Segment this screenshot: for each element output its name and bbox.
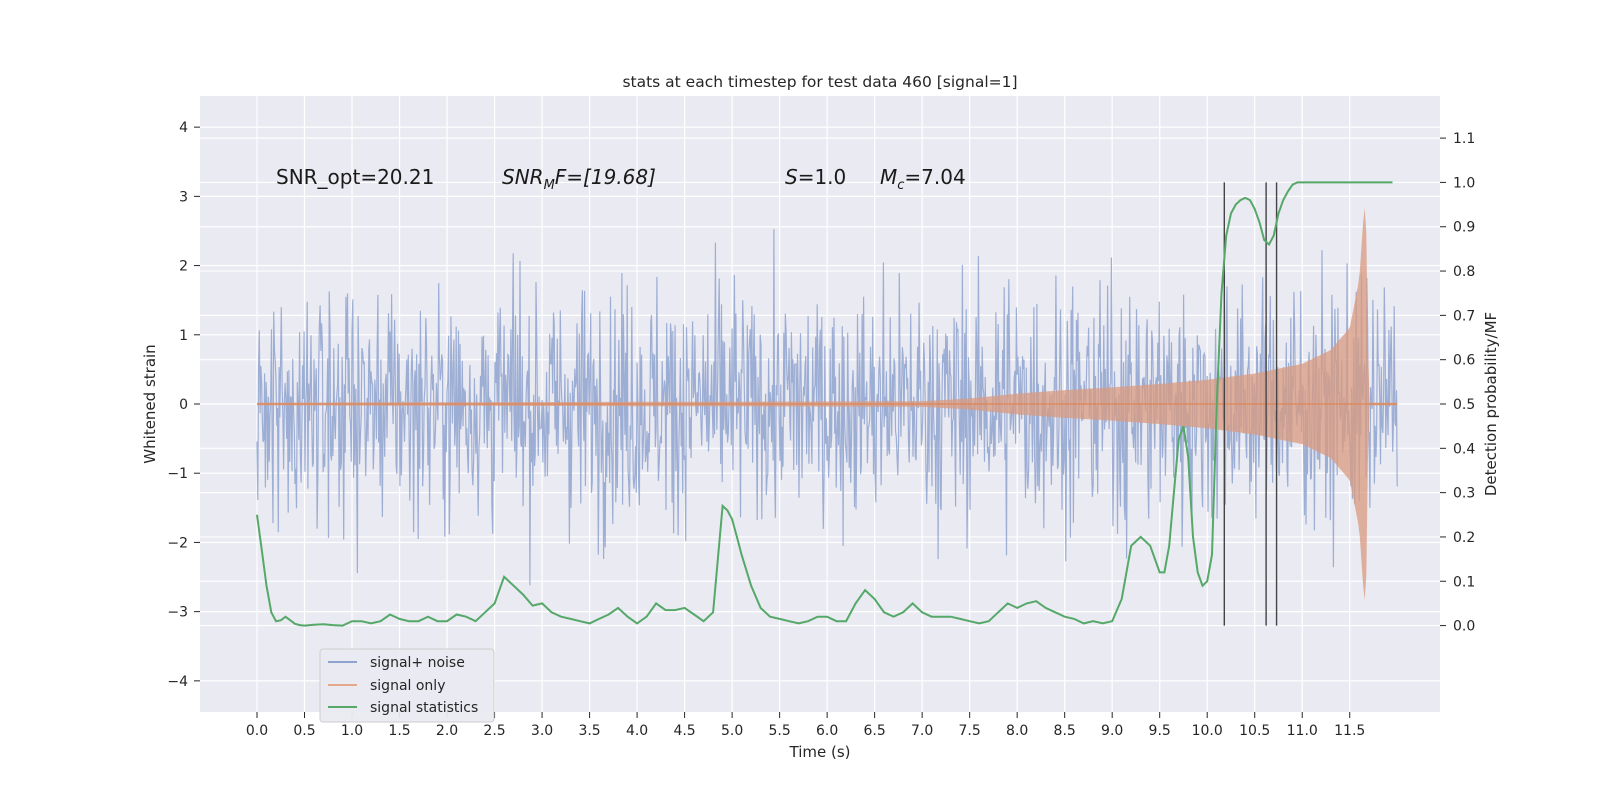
x-tick-label: 3.5	[578, 723, 600, 739]
legend-label-signal: signal only	[370, 678, 445, 694]
legend-label-noise: signal+ noise	[370, 655, 465, 671]
x-tick-label: 3.0	[531, 723, 553, 739]
y2-tick-label: 0.6	[1453, 353, 1475, 369]
x-tick-label: 11.5	[1334, 723, 1365, 739]
y-axis-label: Whitened strain	[141, 344, 159, 463]
x-tick-label: 0.0	[246, 723, 268, 739]
y2-tick-label: 0.1	[1453, 574, 1475, 590]
x-tick-label: 2.5	[483, 723, 505, 739]
y-tick-label: −3	[167, 605, 188, 621]
x-tick-label: 9.5	[1149, 723, 1171, 739]
y-tick-label: 0	[179, 397, 188, 413]
chart-title: stats at each timestep for test data 460…	[622, 73, 1017, 91]
y2-tick-label: 1.1	[1453, 131, 1475, 147]
y2-tick-label: 1.0	[1453, 175, 1475, 191]
y2-tick-label: 0.4	[1453, 441, 1475, 457]
annotation-snr-opt: SNR_opt=20.21	[276, 165, 434, 189]
x-tick-label: 10.5	[1239, 723, 1270, 739]
x-tick-label: 11.0	[1287, 723, 1318, 739]
x-tick-label: 6.5	[864, 723, 886, 739]
signal-plus-noise-line	[256, 229, 1398, 586]
y-tick-label: 4	[179, 120, 188, 136]
x-tick-label: 10.0	[1192, 723, 1223, 739]
x-tick-label: 5.5	[768, 723, 790, 739]
x-tick-label: 4.0	[626, 723, 648, 739]
y2-tick-label: 0.7	[1453, 308, 1475, 324]
y-tick-label: 2	[179, 259, 188, 275]
y2-tick-label: 0.5	[1453, 397, 1475, 413]
x-tick-label: 1.0	[341, 723, 363, 739]
x-tick-label: 2.0	[436, 723, 458, 739]
annotation-mc: Mc=7.04	[880, 165, 966, 193]
x-tick-label: 5.0	[721, 723, 743, 739]
signal-statistics-line	[256, 181, 1393, 627]
y2-tick-label: 0.9	[1453, 220, 1475, 236]
x-tick-label: 6.0	[816, 723, 838, 739]
y2-tick-label: 0.3	[1453, 486, 1475, 502]
y-tick-label: −1	[167, 466, 188, 482]
y2-axis-label: Detection probability/MF	[1482, 312, 1500, 496]
y2-tick-label: 0.8	[1453, 264, 1475, 280]
y2-tick-label: 0.2	[1453, 530, 1475, 546]
x-tick-label: 0.5	[293, 723, 315, 739]
signal-statistics-series	[256, 181, 1393, 627]
x-tick-label: 7.5	[959, 723, 981, 739]
annotation-snr-mf: SNRMF=[19.68]	[502, 165, 656, 193]
signal-only-series	[257, 207, 1398, 601]
y-tick-label: 1	[179, 328, 188, 344]
x-tick-label: 8.0	[1006, 723, 1028, 739]
legend: signal+ noise signal only signal statist…	[319, 648, 495, 723]
x-tick-label: 9.0	[1101, 723, 1123, 739]
x-axis-label: Time (s)	[789, 743, 851, 761]
x-tick-label: 7.0	[911, 723, 933, 739]
x-tick-label: 1.5	[388, 723, 410, 739]
y-tick-label: −2	[167, 535, 188, 551]
y-tick-label: −4	[167, 674, 188, 690]
tick-labels: 0.0 0.5 1.0 1.5 2.0 2.5 3.0 3.5 4.0 4.5 5.0 5.5 6.0 6…	[167, 120, 1475, 739]
annotation-s: S=1.0	[785, 165, 846, 189]
y2-tick-label: 0.0	[1453, 619, 1475, 635]
signal-plus-noise-series	[256, 229, 1398, 586]
y-tick-label: 3	[179, 189, 188, 205]
x-tick-label: 8.5	[1054, 723, 1076, 739]
x-tick-label: 4.5	[673, 723, 695, 739]
legend-box	[319, 648, 495, 723]
legend-label-stats: signal statistics	[370, 700, 478, 716]
